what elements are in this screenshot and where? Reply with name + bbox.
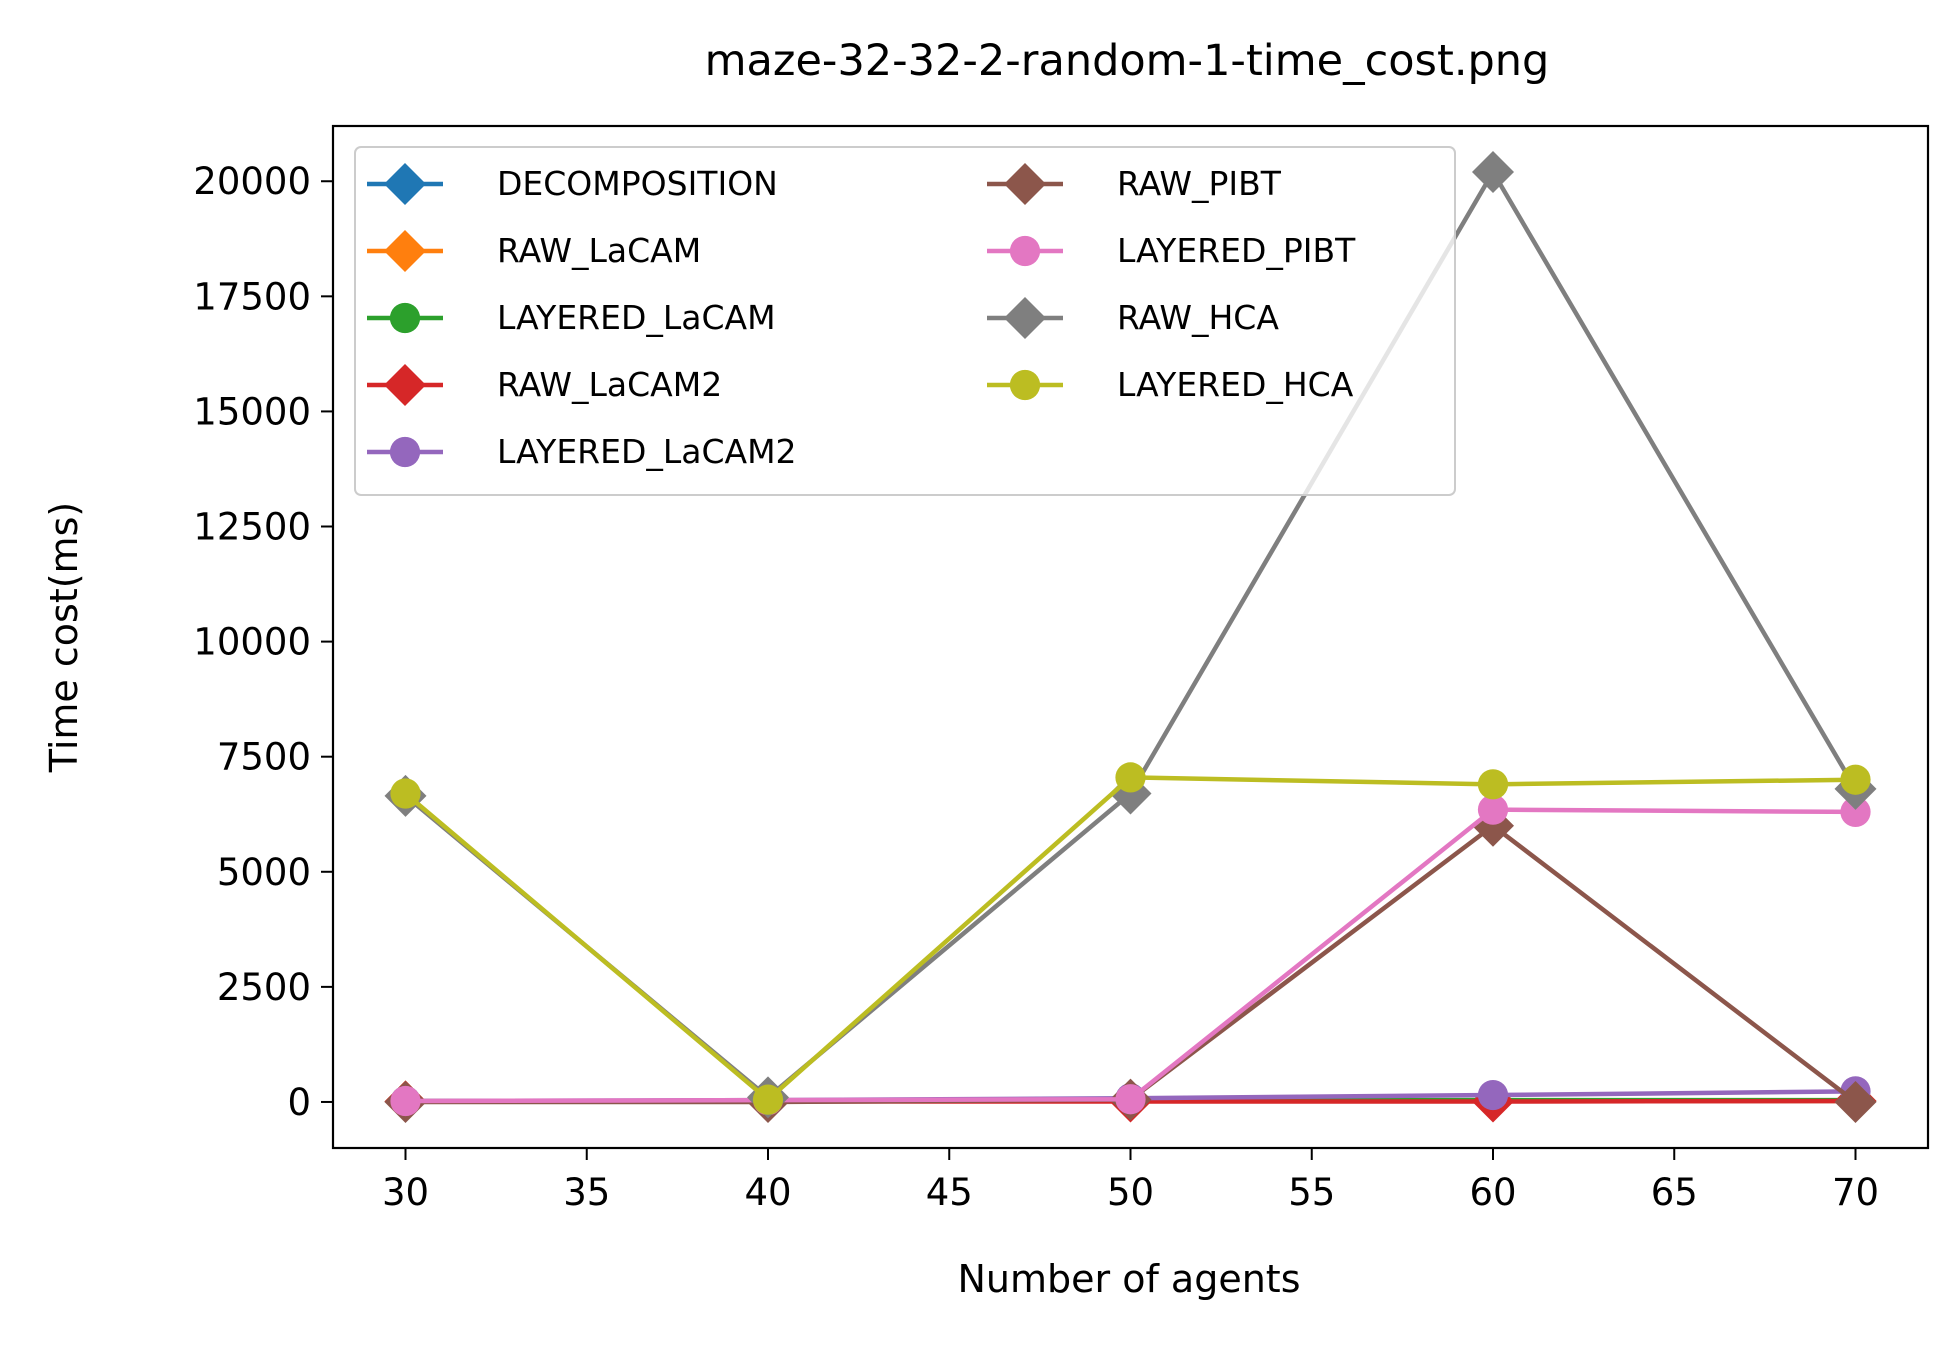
y-tick-label: 17500 xyxy=(193,275,311,318)
data-point xyxy=(1834,1080,1877,1123)
data-point xyxy=(390,778,421,809)
y-tick-label: 2500 xyxy=(217,966,311,1009)
legend-marker xyxy=(384,163,426,205)
x-tick-label: 55 xyxy=(1288,1171,1335,1214)
legend: DECOMPOSITION RAW_LaCAM LAYERED_LaCAM RAW_L… xyxy=(354,146,1456,496)
legend-item: DECOMPOSITION xyxy=(367,163,778,205)
x-tick-label: 60 xyxy=(1469,1171,1516,1214)
plot-area: 30 35 40 45 50 55 60 65 70 0 2500 5000 7500 10000 125… xyxy=(193,124,1930,1214)
y-axis-label: Time cost(ms) xyxy=(42,502,86,773)
legend-label: DECOMPOSITION xyxy=(497,164,778,203)
legend-marker xyxy=(1004,163,1046,205)
legend-item: LAYERED_HCA xyxy=(987,365,1354,404)
legend-box xyxy=(354,146,1456,496)
x-tick-label: 35 xyxy=(563,1171,610,1214)
y-tick-label: 20000 xyxy=(193,160,311,203)
x-axis: 30 35 40 45 50 55 60 65 70 xyxy=(382,1148,1879,1214)
data-point xyxy=(1115,762,1146,793)
legend-item: RAW_LaCAM xyxy=(367,230,701,272)
data-point xyxy=(1840,796,1871,828)
y-tick-label: 12500 xyxy=(193,506,311,549)
y-tick-label: 0 xyxy=(287,1081,311,1124)
x-axis-label: Number of agents xyxy=(957,1257,1300,1301)
series-layer xyxy=(384,151,1877,1123)
legend-marker xyxy=(389,302,421,334)
legend-item: LAYERED_PIBT xyxy=(987,231,1356,270)
data-point xyxy=(1477,1079,1509,1111)
x-tick-label: 40 xyxy=(744,1171,791,1214)
y-tick-label: 7500 xyxy=(217,736,311,779)
legend-label: RAW_PIBT xyxy=(1117,164,1282,203)
legend-marker xyxy=(1004,297,1046,339)
legend-label: RAW_LaCAM2 xyxy=(497,365,722,404)
x-tick-label: 45 xyxy=(926,1171,973,1214)
series-LAYERED_HCA xyxy=(390,762,1871,1115)
legend-label: LAYERED_LaCAM2 xyxy=(497,432,797,471)
legend-item: LAYERED_LaCAM2 xyxy=(367,432,797,471)
data-point xyxy=(1472,151,1514,194)
chart-title: maze-32-32-2-random-1-time_cost.png xyxy=(705,36,1550,86)
legend-item: RAW_HCA xyxy=(987,297,1279,339)
legend-label: LAYERED_LaCAM xyxy=(497,298,776,337)
data-point xyxy=(1840,764,1871,795)
data-point xyxy=(752,1084,784,1115)
x-tick-label: 65 xyxy=(1651,1171,1698,1214)
y-tick-label: 10000 xyxy=(193,621,311,664)
data-point xyxy=(1115,1084,1146,1115)
legend-label: LAYERED_HCA xyxy=(1117,365,1354,404)
legend-marker xyxy=(389,436,421,468)
legend-marker xyxy=(1009,235,1041,267)
data-point xyxy=(390,1085,421,1117)
x-tick-label: 70 xyxy=(1832,1171,1879,1214)
x-tick-label: 30 xyxy=(382,1171,429,1214)
legend-marker xyxy=(1009,369,1041,401)
data-point xyxy=(1477,769,1509,800)
y-axis: 0 2500 5000 7500 10000 12500 15000 17500 20000 xyxy=(193,160,333,1124)
y-tick-label: 15000 xyxy=(193,390,311,433)
legend-item: RAW_PIBT xyxy=(987,163,1282,205)
legend-label: RAW_HCA xyxy=(1117,298,1279,337)
legend-label: RAW_LaCAM xyxy=(497,231,701,270)
x-tick-label: 50 xyxy=(1107,1171,1154,1214)
legend-item: LAYERED_LaCAM xyxy=(367,298,776,337)
data-point xyxy=(1477,794,1509,825)
legend-item: RAW_LaCAM2 xyxy=(367,364,722,406)
legend-marker xyxy=(384,364,426,406)
legend-marker xyxy=(384,230,426,272)
legend-label: LAYERED_PIBT xyxy=(1117,231,1356,270)
y-tick-label: 5000 xyxy=(217,851,311,894)
